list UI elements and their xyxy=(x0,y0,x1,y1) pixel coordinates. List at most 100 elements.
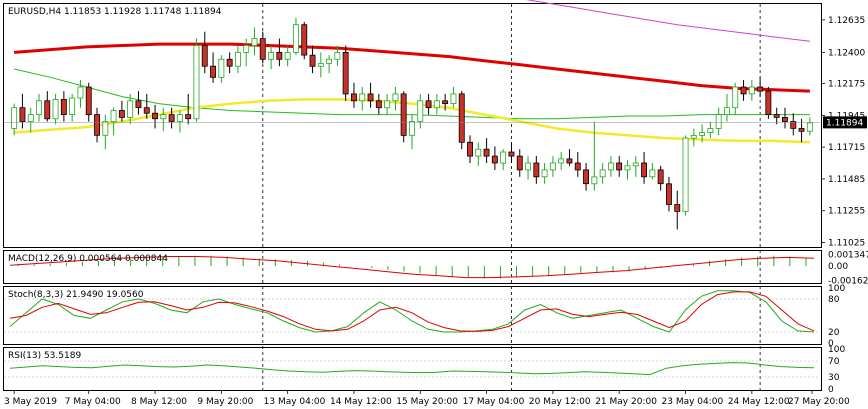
candle-body xyxy=(210,65,216,78)
time-tick-label: 17 May 04:00 xyxy=(463,397,525,407)
stoch-main-line xyxy=(9,290,815,333)
macd-pane-frame xyxy=(3,250,822,284)
time-tick-label: 21 May 20:00 xyxy=(595,397,657,407)
price-tick-label: 1.11255 xyxy=(828,207,865,217)
candle-body xyxy=(558,158,565,164)
candle-body xyxy=(85,86,92,116)
rsi-series: 100 70 30 0 xyxy=(4,345,845,395)
price-tick-label: 1.11945 xyxy=(828,111,865,121)
candle-body xyxy=(94,114,100,136)
candle-body xyxy=(292,24,299,53)
candle-body xyxy=(44,100,51,120)
candle-body xyxy=(226,58,233,67)
candle-body xyxy=(599,169,606,178)
candle-body xyxy=(317,63,324,67)
stoch-signal-line xyxy=(9,291,815,332)
time-tick-label: 7 May 04:00 xyxy=(65,397,121,407)
candle-body xyxy=(193,45,200,120)
price-tick-label: 1.11715 xyxy=(828,143,865,153)
main-title: EURUSD,H4 1.11853 1.11928 1.11748 1.1189… xyxy=(8,7,222,17)
candle-body xyxy=(450,93,457,105)
price-tick-label: 1.12400 xyxy=(828,48,865,58)
candle-body xyxy=(102,121,109,136)
candle-body xyxy=(583,169,589,185)
candle-body xyxy=(168,114,175,122)
candle-body xyxy=(243,45,250,53)
candle-body xyxy=(27,114,34,122)
ma-magenta-line xyxy=(525,0,810,42)
candle-body xyxy=(127,100,134,118)
candle-body xyxy=(707,128,714,133)
candle-body xyxy=(11,107,18,129)
time-tick-label: 24 May 12:00 xyxy=(728,397,790,407)
candle-body xyxy=(400,93,407,136)
candle-body xyxy=(715,114,722,129)
candle-body xyxy=(342,52,349,95)
ma-red-line xyxy=(13,42,810,93)
candle-body xyxy=(442,100,449,105)
candle-body xyxy=(218,58,225,78)
candle-body xyxy=(251,38,258,46)
current-price-label: 1.11894 xyxy=(826,118,863,128)
candle-body xyxy=(765,90,772,115)
candle-body xyxy=(52,99,59,120)
candle-body xyxy=(176,114,183,122)
candle-body xyxy=(475,148,482,157)
candle-body xyxy=(417,100,424,122)
price-tick-label: 1.12635 xyxy=(828,16,865,26)
candle-body xyxy=(392,93,399,102)
stoch-tick-label: 20 xyxy=(828,328,840,338)
candle-body xyxy=(782,117,788,122)
candle-body xyxy=(268,52,274,60)
stoch-tick-label: 100 xyxy=(828,284,845,294)
candle-body xyxy=(350,93,357,102)
candle-body xyxy=(359,93,366,102)
candle-body xyxy=(516,155,523,171)
candle-body xyxy=(326,58,332,64)
time-tick-label: 13 May 04:00 xyxy=(264,397,326,407)
rsi-pane-frame xyxy=(3,347,822,391)
candle-body xyxy=(152,112,158,120)
price-tick-label: 1.11485 xyxy=(828,175,865,185)
candle-body xyxy=(234,52,241,67)
time-axis: 3 May 2019 7 May 04:00 8 May 12:00 9 May 20… xyxy=(4,390,850,407)
candle-body xyxy=(574,162,581,171)
candle-body xyxy=(309,54,316,67)
candle-body xyxy=(591,176,598,185)
candle-body xyxy=(632,162,639,167)
candle-body xyxy=(616,162,623,171)
candle-body xyxy=(367,93,374,102)
candle-body xyxy=(135,100,142,109)
candle-body xyxy=(608,162,614,171)
candle-body xyxy=(60,99,67,116)
candle-body xyxy=(160,114,167,120)
rsi-tick-label: 0 xyxy=(828,385,834,395)
candle-body xyxy=(732,86,739,109)
candle-body xyxy=(143,107,150,114)
time-tick-label: 20 May 12:00 xyxy=(529,397,591,407)
candle-body xyxy=(682,137,689,212)
macd-signal-line xyxy=(9,256,815,279)
macd-tick-label: -0.001623 xyxy=(828,276,868,286)
candle-body xyxy=(259,38,266,60)
candle-body xyxy=(657,169,664,185)
stoch-title: Stoch(8,3,3) 21.9490 19.0560 xyxy=(8,290,144,300)
candle-body xyxy=(458,93,465,143)
candle-body xyxy=(566,158,573,164)
candle-body xyxy=(740,86,747,95)
candle-body xyxy=(508,151,515,157)
price-tick-label: 1.11025 xyxy=(828,239,865,249)
candle-body xyxy=(724,107,730,115)
candle-body xyxy=(185,114,192,120)
time-tick-label: 27 May 20:00 xyxy=(788,397,850,407)
candle-body xyxy=(491,155,498,164)
stoch-pane-frame xyxy=(3,286,822,345)
candle-body xyxy=(541,169,548,178)
candle-body xyxy=(375,100,382,109)
candle-body xyxy=(69,97,76,116)
price-axis: 1.11894 1.12635 1.12400 1.12175 1.11945 1.117… xyxy=(4,16,867,249)
candle-body xyxy=(334,52,341,60)
candle-body xyxy=(483,148,490,157)
candle-body xyxy=(301,24,308,56)
